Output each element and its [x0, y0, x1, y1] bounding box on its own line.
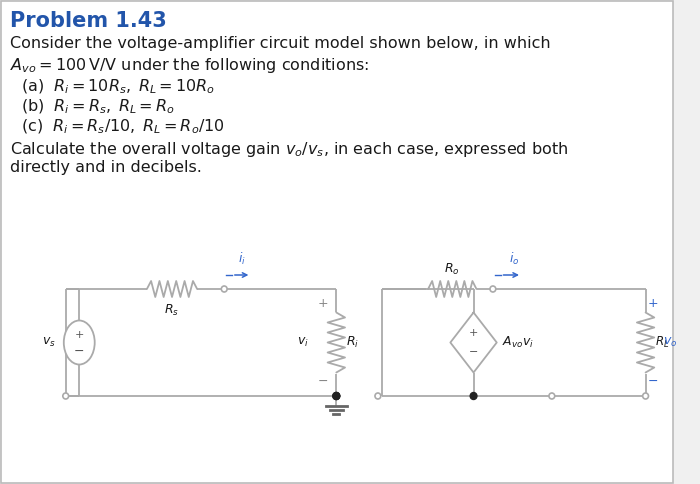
Text: Problem 1.43: Problem 1.43 — [10, 11, 167, 31]
Text: +: + — [469, 329, 478, 338]
Text: $R_o$: $R_o$ — [444, 262, 460, 277]
Text: (c)  $R_i = R_s/10,\;  R_L = R_o/10$: (c) $R_i = R_s/10,\; R_L = R_o/10$ — [21, 118, 225, 136]
Text: +: + — [318, 297, 328, 310]
FancyBboxPatch shape — [1, 1, 673, 483]
Text: $i_i$: $i_i$ — [238, 251, 246, 267]
Text: −: − — [648, 375, 658, 388]
Circle shape — [549, 393, 554, 399]
Circle shape — [333, 393, 340, 399]
Text: −: − — [74, 345, 85, 358]
Text: $v_o$: $v_o$ — [663, 336, 678, 349]
Ellipse shape — [64, 320, 94, 364]
Text: $R_s$: $R_s$ — [164, 303, 180, 318]
Circle shape — [333, 393, 340, 399]
Text: Consider the voltage-amplifier circuit model shown below, in which: Consider the voltage-amplifier circuit m… — [10, 36, 550, 51]
Text: directly and in decibels.: directly and in decibels. — [10, 160, 202, 175]
Text: $A_{vo} = 100\,\mathrm{V/V}$ under the following conditions:: $A_{vo} = 100\,\mathrm{V/V}$ under the f… — [10, 56, 369, 75]
Text: $R_i$: $R_i$ — [346, 335, 359, 350]
Text: +: + — [648, 297, 658, 310]
Circle shape — [643, 393, 648, 399]
Circle shape — [375, 393, 381, 399]
Circle shape — [333, 393, 340, 399]
Text: $v_s$: $v_s$ — [42, 336, 56, 349]
Text: −: − — [469, 348, 478, 358]
Text: Calculate the overall voltage gain $v_o/v_s$, in each case, expressed both: Calculate the overall voltage gain $v_o/… — [10, 140, 568, 159]
Text: (a)  $R_i = 10R_s,\;  R_L = 10R_o$: (a) $R_i = 10R_s,\; R_L = 10R_o$ — [21, 78, 216, 96]
Circle shape — [221, 286, 227, 292]
Text: $R_L$: $R_L$ — [655, 335, 669, 350]
Text: $A_{vo}v_i$: $A_{vo}v_i$ — [502, 335, 533, 350]
Text: +: + — [75, 330, 84, 339]
Circle shape — [63, 393, 69, 399]
Circle shape — [470, 393, 477, 399]
Text: $v_i$: $v_i$ — [298, 336, 309, 349]
Text: $i_o$: $i_o$ — [509, 251, 519, 267]
Text: −: − — [318, 375, 328, 388]
Text: (b)  $R_i = R_s,\;  R_L = R_o$: (b) $R_i = R_s,\; R_L = R_o$ — [21, 98, 175, 116]
Circle shape — [490, 286, 496, 292]
Circle shape — [333, 393, 340, 399]
